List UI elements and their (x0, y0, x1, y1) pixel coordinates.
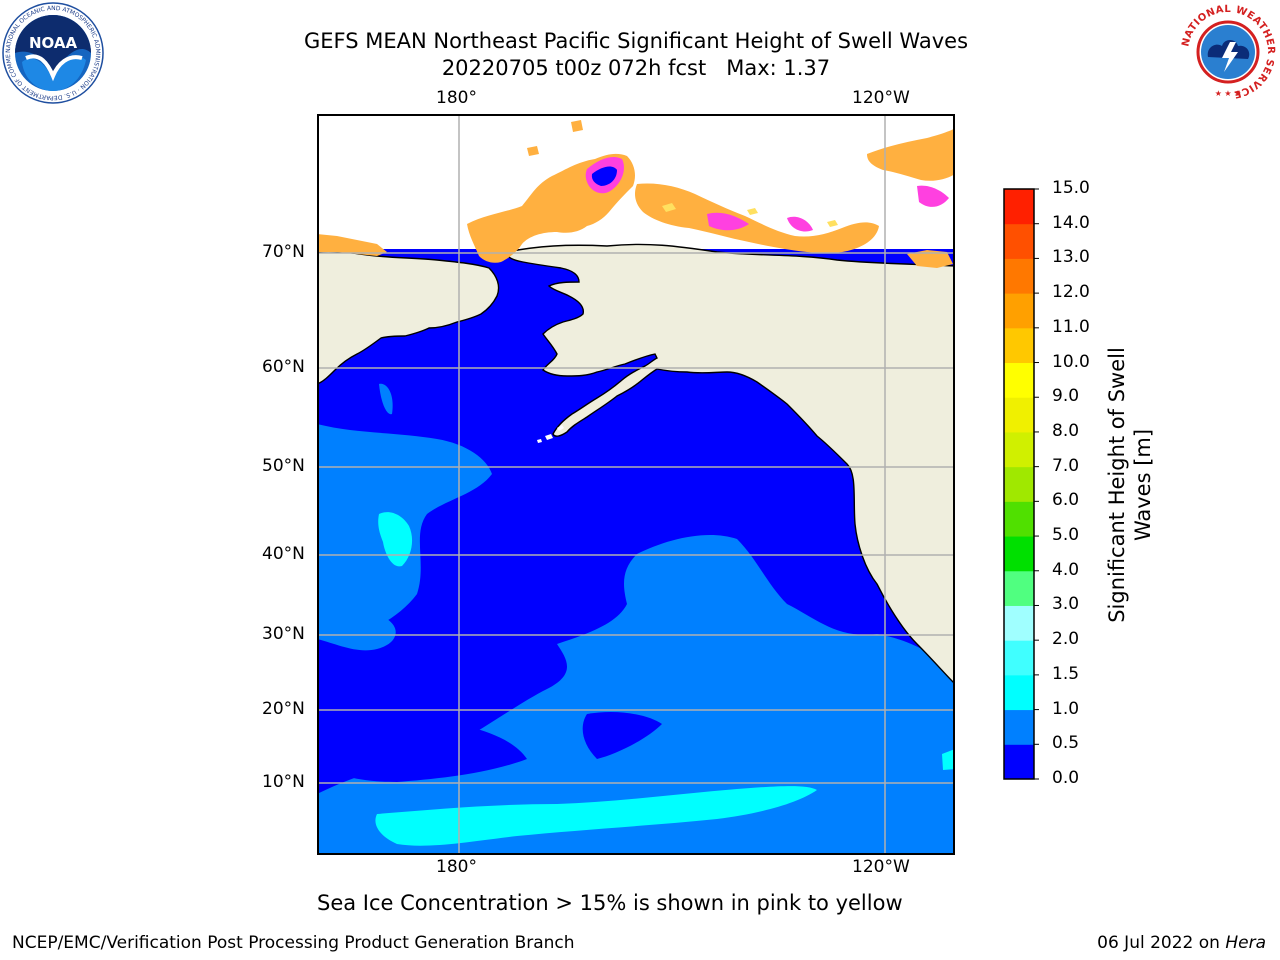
noaa-logo: NOAA NATIONAL OCEANIC AND ATMOSPHERIC AD… (0, 0, 104, 104)
colorbar-tick-label: 14.0 (1052, 212, 1090, 233)
swell-mid-central-region (318, 534, 954, 854)
colorbar-tick-label: 1.0 (1052, 698, 1080, 719)
colorbar-bin-3 (1004, 640, 1034, 676)
footer-date: 06 Jul 2022 on Hera (1097, 933, 1266, 953)
colorbar-tick-label: 10.0 (1052, 351, 1090, 372)
colorbar-tick-label: 3.0 (1052, 594, 1080, 615)
nws-logo-stars: ★ ★ ★ (1215, 89, 1242, 98)
swell-cyan-equatorial-band (375, 786, 817, 846)
lon-tick-bottom-180: 180° (436, 857, 477, 877)
colorbar-tick-label: 9.0 (1052, 386, 1080, 407)
colorbar-tick-label: 0.0 (1052, 768, 1080, 788)
lat-tick-40n: 40°N (262, 544, 305, 564)
footer-branch: NCEP/EMC/Verification Post Processing Pr… (12, 933, 575, 953)
sea-ice-caption: Sea Ice Concentration > 15% is shown in … (317, 891, 903, 915)
colorbar-tick-label: 2.0 (1052, 629, 1080, 650)
lat-tick-50n: 50°N (262, 456, 305, 476)
colorbar-bin-2 (1004, 674, 1034, 711)
colorbar-tick-label: 7.0 (1052, 455, 1080, 476)
colorbar-title-line1: Significant Height of Swell (1105, 347, 1129, 623)
colorbar-tick-label: 1.5 (1052, 663, 1080, 684)
colorbar-frame (1003, 188, 1035, 780)
swell-mid-bering-patch (379, 383, 393, 415)
colorbar-tick-label: 11.0 (1052, 316, 1090, 337)
footer-host: Hera (1225, 933, 1266, 953)
sea-ice-band (318, 120, 954, 268)
swell-mid-west-lower (318, 584, 396, 651)
colorbar-bin-13 (1004, 293, 1034, 329)
colorbar-bin-8 (1004, 466, 1034, 502)
colorbar-tick-label: 8.0 (1052, 420, 1080, 441)
aleutian-islands (537, 425, 564, 443)
colorbar-bin-12 (1004, 327, 1034, 364)
lat-tick-30n: 30°N (262, 624, 305, 644)
lat-tick-20n: 20°N (262, 699, 305, 719)
colorbar-bin-1 (1004, 709, 1034, 745)
colorbar-bin-9 (1004, 431, 1034, 468)
swell-dark-inlet-south (582, 712, 662, 759)
colorbar-tick-label: 12.0 (1052, 282, 1090, 303)
swell-height-map (317, 114, 955, 855)
lon-tick-bottom-120w: 120°W (852, 857, 910, 877)
colorbar-tick-label: 4.0 (1052, 559, 1080, 580)
colorbar (1003, 188, 1039, 780)
colorbar-bin-7 (1004, 501, 1034, 537)
lon-tick-top-180: 180° (436, 88, 477, 108)
colorbar-bin-11 (1004, 362, 1034, 398)
lat-tick-10n: 10°N (262, 772, 305, 792)
land-north-america (506, 243, 954, 684)
land-siberia (318, 250, 500, 385)
colorbar-tick-label: 6.0 (1052, 490, 1080, 511)
lat-tick-70n: 70°N (262, 242, 305, 262)
footer-date-text: 06 Jul 2022 on (1097, 933, 1226, 953)
colorbar-bin-6 (1004, 536, 1034, 572)
map-frame (317, 114, 955, 855)
colorbar-bin-5 (1004, 570, 1034, 606)
nws-logo: NATIONAL WEATHER SERVICE ★ ★ ★ (1178, 2, 1278, 102)
swell-cyan-west-patch (378, 512, 413, 567)
colorbar-bin-10 (1004, 397, 1034, 433)
swell-cyan-east-spot (942, 749, 954, 770)
colorbar-tick-label: 0.5 (1052, 733, 1080, 754)
colorbar-bin-4 (1004, 605, 1034, 641)
lat-tick-60n: 60°N (262, 357, 305, 377)
colorbar-tick-label: 15.0 (1052, 178, 1090, 198)
swell-dark-band-south (318, 689, 527, 782)
colorbar-title-line2: Waves [m] (1131, 428, 1155, 542)
map-graticule (318, 115, 954, 854)
colorbar-bin-14 (1004, 258, 1034, 294)
colorbar-bin-15 (1004, 223, 1034, 259)
map-subtitle: 20220705 t00z 072h fcst Max: 1.37 (441, 56, 831, 80)
colorbar-tick-label: 5.0 (1052, 525, 1080, 546)
colorbar-bin-0 (1004, 744, 1034, 780)
colorbar-tick-label: 13.0 (1052, 247, 1090, 268)
lon-tick-top-120w: 120°W (852, 88, 910, 108)
colorbar-bin-16 (1004, 189, 1034, 225)
map-title: GEFS MEAN Northeast Pacific Significant … (303, 29, 969, 53)
noaa-logo-text: NOAA (29, 34, 78, 52)
